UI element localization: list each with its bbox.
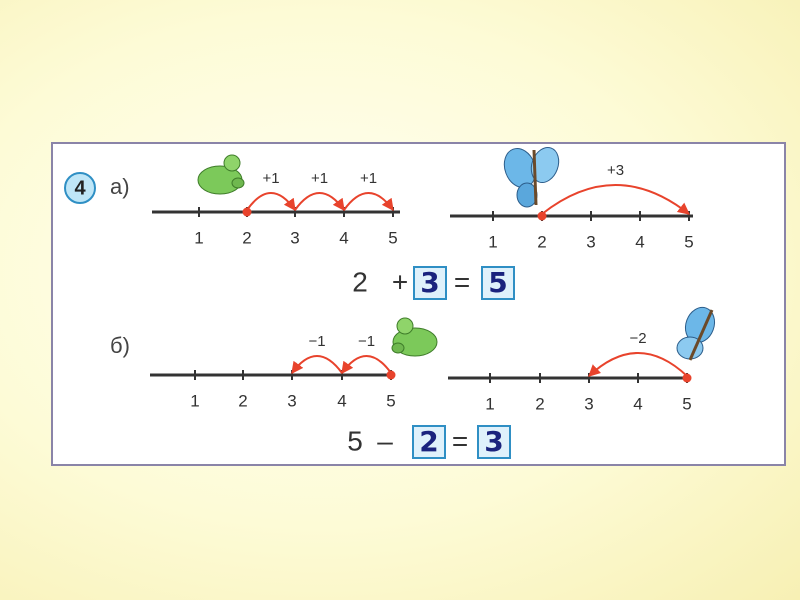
jump-label: +1 <box>360 170 377 187</box>
start-dot <box>682 373 692 383</box>
number-badge <box>64 172 96 204</box>
answer: 2 <box>419 425 438 458</box>
tick-label: 5 <box>682 394 691 413</box>
answer: 5 <box>488 266 507 299</box>
start-dot <box>537 211 547 221</box>
tick-label: 2 <box>238 391 247 410</box>
answer: 3 <box>420 266 439 299</box>
start-dot <box>242 207 252 217</box>
start-dot <box>386 370 396 380</box>
jump-label: −2 <box>629 330 646 347</box>
tick-label: 2 <box>537 232 546 251</box>
tick-label: 4 <box>633 394 642 413</box>
jump-arc <box>246 192 296 211</box>
tick-label: 3 <box>586 232 595 251</box>
tick-label: 5 <box>386 391 395 410</box>
tick-label: 1 <box>194 228 203 247</box>
tick-label: 1 <box>488 232 497 251</box>
equation-term: + <box>392 266 408 297</box>
answer-box <box>481 266 515 300</box>
butterfly-icon <box>503 147 560 208</box>
equation-term: – <box>377 425 393 456</box>
equation-term: 5 <box>347 425 363 456</box>
part-label: б) <box>110 333 130 358</box>
tick-label: 1 <box>485 394 494 413</box>
butterfly-icon <box>676 306 716 361</box>
exercise-number: 4 <box>74 177 86 199</box>
tick-label: 4 <box>339 228 348 247</box>
equation-term: 2 <box>352 266 368 297</box>
part-label: а) <box>110 174 130 199</box>
answer-box <box>413 266 447 300</box>
jump-label: −1 <box>308 333 325 350</box>
tick-label: 5 <box>388 228 397 247</box>
tick-label: 5 <box>684 232 693 251</box>
equation-term: = <box>452 425 468 456</box>
jump-arc <box>588 352 688 377</box>
jump-arc <box>291 355 343 374</box>
answer-box <box>412 425 446 459</box>
answer-box <box>477 425 511 459</box>
exercise-box <box>51 142 786 466</box>
equation-term: = <box>454 266 470 297</box>
jump-arc <box>294 192 345 211</box>
tick-label: 4 <box>337 391 346 410</box>
jump-label: −1 <box>358 333 375 350</box>
tick-label: 1 <box>190 391 199 410</box>
jump-label: +3 <box>607 162 624 179</box>
tick-label: 2 <box>242 228 251 247</box>
tick-label: 3 <box>290 228 299 247</box>
jump-arc <box>343 192 394 211</box>
tick-label: 2 <box>535 394 544 413</box>
jump-label: +1 <box>262 170 279 187</box>
frog-icon <box>391 317 438 357</box>
jump-arc <box>541 184 690 215</box>
tick-label: 4 <box>635 232 644 251</box>
tick-label: 3 <box>287 391 296 410</box>
tick-label: 3 <box>584 394 593 413</box>
frog-icon <box>197 154 245 195</box>
jump-label: +1 <box>311 170 328 187</box>
answer: 3 <box>484 425 503 458</box>
jump-arc <box>341 355 392 374</box>
